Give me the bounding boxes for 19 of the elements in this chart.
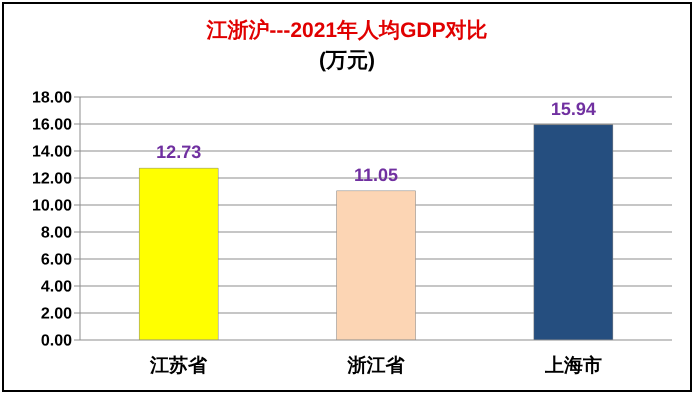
x-tick-label: 江苏省 — [149, 354, 208, 376]
x-tick-label: 上海市 — [544, 354, 602, 376]
y-tick-label: 12.00 — [32, 170, 72, 188]
data-label: 15.94 — [550, 98, 596, 119]
x-tick-label: 浙江省 — [346, 354, 406, 376]
y-tick-label: 8.00 — [40, 224, 72, 242]
y-tick-label: 16.00 — [32, 116, 72, 134]
bar — [534, 124, 614, 340]
y-tick-label: 18.00 — [32, 90, 72, 107]
bar — [336, 190, 416, 340]
y-tick-label: 6.00 — [40, 252, 72, 269]
y-tick-label: 4.00 — [40, 278, 72, 296]
y-tick-label: 14.00 — [32, 144, 72, 161]
chart-subtitle: (万元) — [319, 49, 375, 72]
chart-title: 江浙沪---2021年人均GDP对比 — [206, 19, 488, 42]
y-tick-label: 0.00 — [40, 332, 72, 350]
y-tick-label: 10.00 — [32, 198, 72, 215]
y-tick-label: 2.00 — [40, 306, 72, 323]
bar — [138, 168, 218, 340]
